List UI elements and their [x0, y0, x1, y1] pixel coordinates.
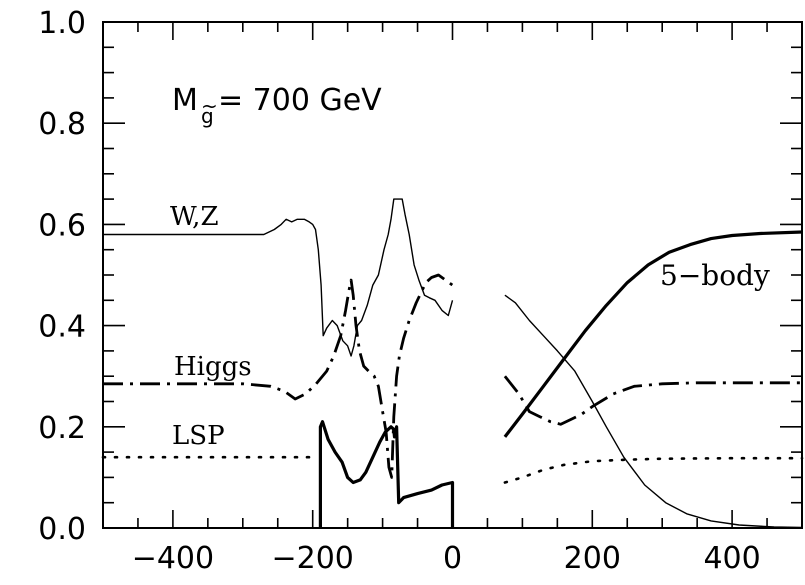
higgs-label: Higgs — [174, 352, 252, 382]
mass-label: M — [172, 83, 198, 118]
y-tick-label: 1.0 — [38, 6, 86, 41]
y-tick-label: 0.6 — [38, 208, 86, 243]
x-tick-label: 400 — [703, 541, 760, 576]
y-tick-label: 0.2 — [38, 411, 86, 446]
lsp-label: LSP — [172, 421, 225, 451]
series-dash-dot-segment-0 — [103, 275, 453, 477]
wz-label: W,Z — [170, 202, 219, 232]
mass-label-subscript: g — [201, 104, 214, 128]
five-body-label: 5−body — [660, 259, 770, 292]
y-tick-label: 0.0 — [38, 512, 86, 547]
x-tick-label: −400 — [132, 541, 214, 576]
series-dash-dot-segment-1 — [505, 376, 802, 424]
series-thin-solid-segment-0 — [103, 199, 453, 356]
series-dotted-segment-1 — [505, 458, 802, 482]
y-tick-label: 0.8 — [38, 107, 86, 142]
x-tick-label: 200 — [564, 541, 621, 576]
y-tick-label: 0.4 — [38, 310, 86, 345]
x-tick-label: −200 — [271, 541, 353, 576]
x-tick-label: 0 — [443, 541, 462, 576]
series-thin-solid-segment-1 — [505, 295, 802, 527]
mass-label-value: = 700 GeV — [218, 83, 382, 118]
